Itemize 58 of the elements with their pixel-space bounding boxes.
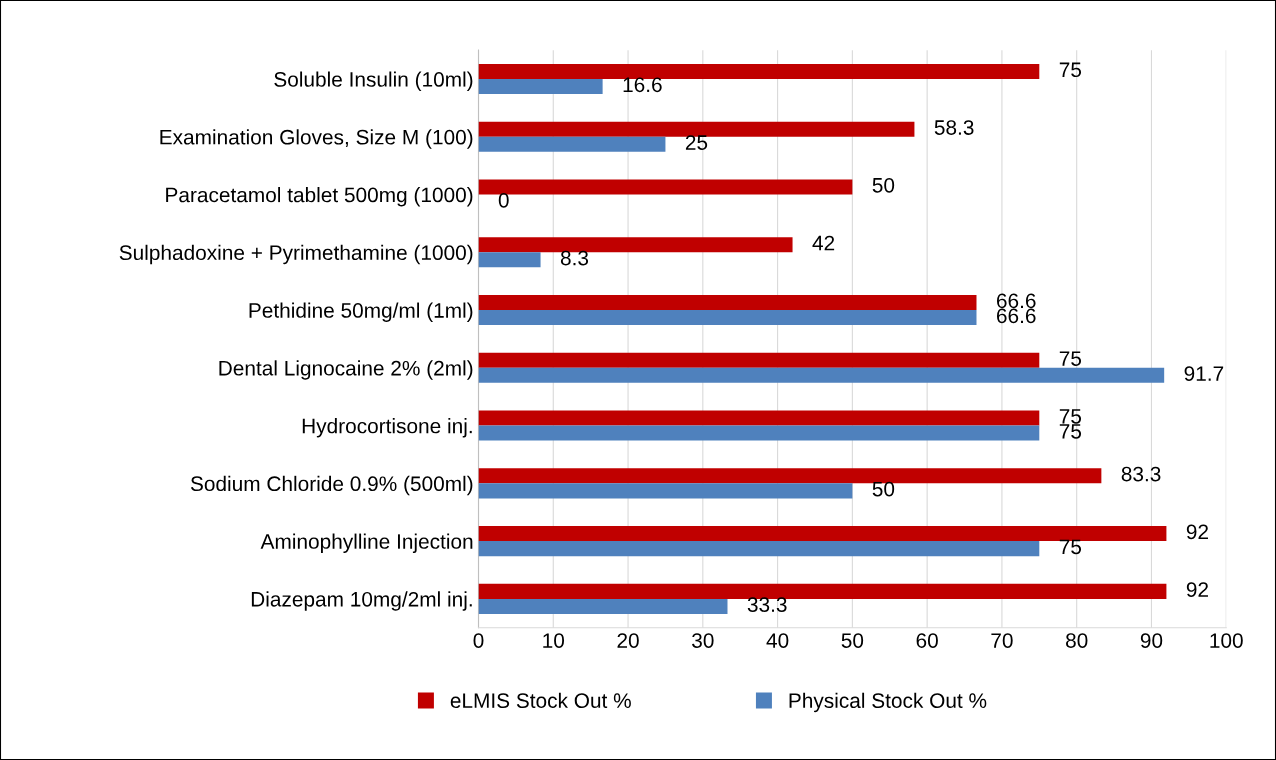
x-tick-label: 60 (916, 633, 938, 648)
x-tick-label: 100 (1210, 633, 1243, 648)
bar (478, 598, 728, 614)
data-label: 66.6 (996, 293, 1036, 309)
data-label: 75 (1059, 409, 1082, 424)
bar (478, 483, 853, 499)
bar (478, 352, 1040, 368)
y-tick-label: Dental Lignocaine 2% (2ml) (219, 360, 473, 380)
data-label: 75 (1059, 351, 1082, 366)
data-label: 92 (1186, 524, 1208, 540)
x-tick-label: 10 (543, 633, 565, 648)
legend-label: eLMIS Stock Out % (450, 692, 631, 709)
y-tick-label: Sodium Chloride 0.9% (500ml) (190, 475, 473, 496)
data-label: 50 (872, 177, 895, 193)
bar (478, 179, 853, 195)
data-label: 92 (1186, 582, 1208, 597)
bar (478, 136, 666, 152)
bar (478, 425, 1040, 441)
x-tick-label: 20 (617, 633, 639, 648)
bar (478, 410, 1040, 426)
bar (478, 252, 541, 268)
y-tick-label: Soluble Insulin (10ml) (274, 71, 473, 91)
x-tick-label: 30 (692, 633, 714, 648)
bar (478, 583, 1167, 599)
bar (478, 79, 603, 95)
y-tick-label: Sulphadoxine + Pyrimethamine (1000) (119, 244, 473, 265)
data-label: 8.3 (560, 250, 589, 266)
data-label: 75 (1059, 62, 1082, 78)
y-tick-label: Paracetamol tablet 500mg (1000) (166, 187, 473, 207)
data-label: 50 (872, 481, 895, 497)
x-tick-label: 70 (991, 633, 1013, 648)
data-label: 75 (1059, 424, 1082, 439)
bar (478, 310, 977, 326)
y-tick-label: Examination Gloves, Size M (100) (160, 129, 473, 149)
data-label: 33.3 (747, 597, 787, 612)
x-tick-label: 40 (766, 633, 789, 648)
data-label: 66.6 (996, 308, 1036, 324)
data-label: 83.3 (1121, 466, 1161, 482)
data-label: 42 (812, 235, 835, 251)
data-label: 58.3 (934, 120, 974, 135)
legend-label: Physical Stock Out % (789, 692, 987, 713)
y-tick-label: Aminophylline Injection (260, 533, 473, 553)
data-label: 25 (685, 135, 708, 150)
data-label: 16.6 (623, 77, 662, 93)
bar (478, 121, 915, 137)
data-label: 0 (498, 192, 509, 208)
x-tick-label: 90 (1140, 633, 1163, 648)
data-label: 91.7 (1184, 366, 1224, 381)
bar (478, 541, 1040, 557)
bar (478, 367, 1165, 383)
x-tick-label: 0 (473, 633, 484, 648)
x-tick-label: 50 (841, 633, 864, 648)
data-label: 75 (1059, 539, 1082, 555)
y-tick-label: Hydrocortisone inj. (302, 418, 472, 438)
y-tick-label: Pethidine 50mg/ml (1ml) (249, 302, 473, 322)
y-tick-label: Diazepam 10mg/2ml inj. (251, 591, 472, 611)
x-tick-label: 80 (1066, 633, 1088, 648)
bar (478, 295, 977, 311)
